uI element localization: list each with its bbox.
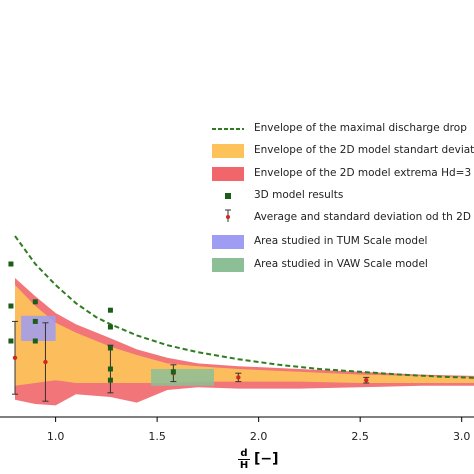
legend-label: Envelope of the 2D model extrema Hd=3 xyxy=(254,167,472,179)
legend-swatch-green xyxy=(212,258,244,272)
x-tick-label: 2.5 xyxy=(351,430,369,443)
marker-3d-result xyxy=(107,307,113,313)
std-deviation-band xyxy=(15,285,474,386)
marker-3d-result xyxy=(32,338,38,344)
legend-item-extrema: Envelope of the 2D model extrema Hd=3 xyxy=(212,163,474,185)
legend-label: Average and standard deviation od th 2D xyxy=(254,211,471,223)
x-axis-label-numerator: d xyxy=(240,448,248,459)
errorbar-mean-marker xyxy=(43,359,48,365)
marker-3d-result xyxy=(32,318,38,324)
x-tick-label: 1.0 xyxy=(47,430,65,443)
legend-label: Envelope of the maximal discharge drop xyxy=(254,122,467,134)
x-tick-label: 2.0 xyxy=(250,430,268,443)
marker-3d-result xyxy=(32,299,38,305)
tum-area-rect xyxy=(21,315,56,341)
legend-item-tum: Area studied in TUM Scale model xyxy=(212,231,474,253)
marker-3d-result xyxy=(170,369,176,375)
legend-item-3d: 3D model results xyxy=(212,185,474,207)
marker-3d-result xyxy=(107,366,113,372)
x-tick-label: 3.0 xyxy=(453,430,471,443)
x-axis-label-denominator: H xyxy=(238,459,250,471)
errorbar-point xyxy=(363,376,370,384)
bands-layer xyxy=(15,278,474,406)
errorbar-point xyxy=(235,372,242,383)
errorbar-mean-marker xyxy=(236,375,241,380)
legend-label: Area studied in TUM Scale model xyxy=(254,235,428,247)
legend-item-envelope: Envelope of the maximal discharge drop xyxy=(212,118,474,140)
x-axis: 1.0 1.5 2.0 2.5 3.0 xyxy=(0,416,474,443)
markers-layer xyxy=(8,261,370,402)
errorbar-point xyxy=(12,320,18,395)
legend-swatch-errorbar xyxy=(225,209,231,222)
legend-item-std: Envelope of the 2D model standart deviat xyxy=(212,140,474,162)
legend-item-errorbar: Average and standard deviation od th 2D xyxy=(212,207,474,229)
marker-3d-result xyxy=(107,377,113,383)
legend-swatch-purple xyxy=(212,235,244,249)
legend-swatch-red xyxy=(212,167,244,181)
x-tick-label: 1.5 xyxy=(148,430,166,443)
legend-label: Area studied in VAW Scale model xyxy=(254,258,428,270)
legend-swatch-square-marker xyxy=(225,193,231,199)
legend-label: 3D model results xyxy=(254,189,344,201)
errorbar-point xyxy=(42,322,49,402)
area-rects-layer xyxy=(21,315,214,386)
legend-label: Envelope of the 2D model standart deviat xyxy=(254,144,474,156)
marker-3d-result xyxy=(8,338,14,344)
legend: Envelope of the maximal discharge drop E… xyxy=(212,118,474,278)
errorbar-mean-marker xyxy=(364,378,369,383)
x-axis-label-unit: [−] xyxy=(254,451,279,467)
marker-3d-result xyxy=(8,261,14,267)
vaw-area-rect xyxy=(151,369,214,386)
x-axis-label-fraction: d H xyxy=(238,448,250,471)
marker-3d-result xyxy=(107,345,113,351)
marker-3d-result xyxy=(8,303,14,309)
marker-3d-result xyxy=(107,324,113,330)
errorbar-mean-marker xyxy=(12,355,18,360)
x-axis-label: d H [−] xyxy=(228,448,308,472)
legend-item-vaw: Area studied in VAW Scale model xyxy=(212,254,474,276)
legend-swatch-dashed-line xyxy=(212,128,244,130)
legend-swatch-orange xyxy=(212,144,244,158)
